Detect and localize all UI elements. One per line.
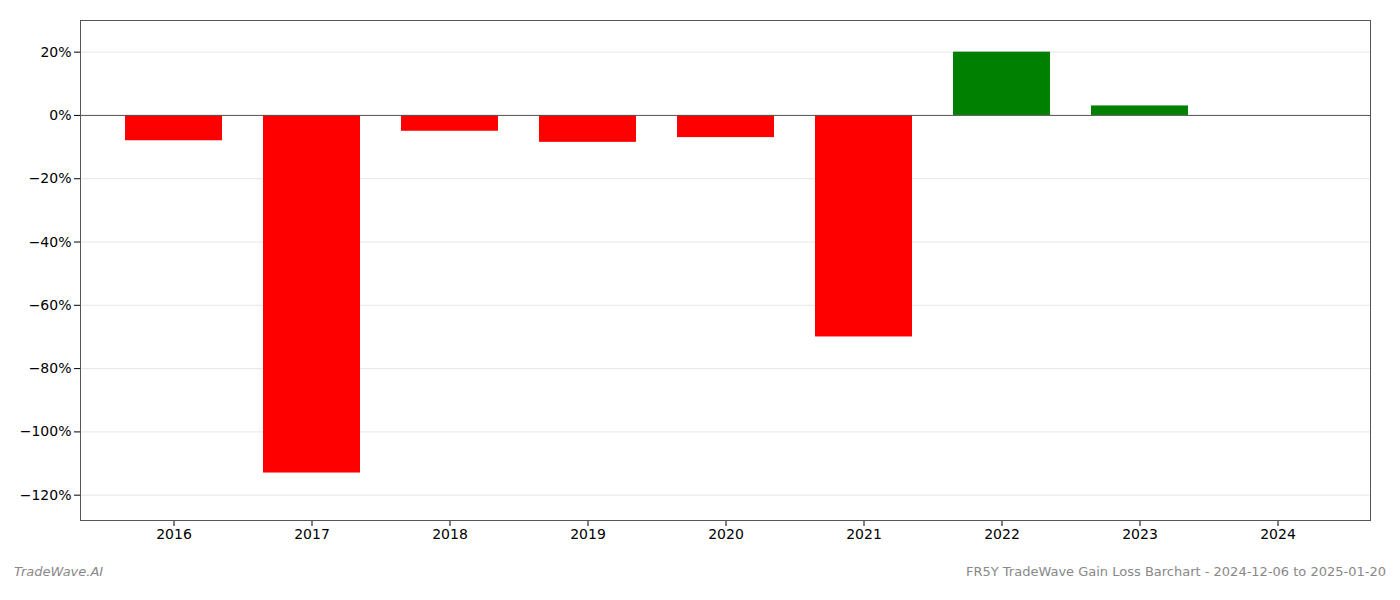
- svg-text:2019: 2019: [570, 526, 606, 542]
- svg-text:2023: 2023: [1122, 526, 1158, 542]
- svg-text:2016: 2016: [156, 526, 192, 542]
- svg-text:2020: 2020: [708, 526, 744, 542]
- html-text:TradeWave.AI: TradeWave.AI: [14, 564, 104, 579]
- svg-text:−120%: −120%: [20, 487, 72, 503]
- svg-text:2018: 2018: [432, 526, 468, 542]
- html-text:FR5Y TradeWave Gain Loss Barch: FR5Y TradeWave Gain Loss Barchart - 2024…: [966, 564, 1386, 579]
- svg-text:2017: 2017: [294, 526, 330, 542]
- svg-text:2021: 2021: [846, 526, 882, 542]
- svg-text:2024: 2024: [1260, 526, 1296, 542]
- svg-text:−20%: −20%: [29, 170, 72, 186]
- svg-text:−100%: −100%: [20, 423, 72, 439]
- svg-text:20%: 20%: [40, 44, 71, 60]
- svg-text:−80%: −80%: [29, 360, 72, 376]
- svg-text:−40%: −40%: [29, 233, 72, 249]
- svg-text:−60%: −60%: [29, 297, 72, 313]
- svg-text:0%: 0%: [49, 107, 71, 123]
- svg-text:2022: 2022: [984, 526, 1020, 542]
